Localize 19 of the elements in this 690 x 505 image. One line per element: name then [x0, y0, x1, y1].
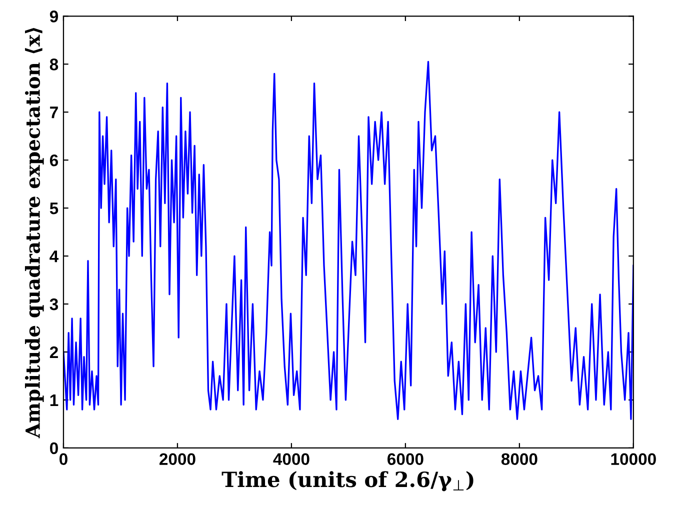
x-tick-label: 8000	[501, 453, 538, 466]
x-tick-label: 4000	[273, 453, 310, 466]
y-tick-label: 9	[50, 10, 58, 22]
y-tick-label: 1	[50, 394, 58, 406]
y-tick-label: 6	[50, 154, 58, 166]
line-series	[63, 60, 634, 420]
y-axis-title: Amplitude quadrature expectation ⟨x⟩	[24, 28, 44, 438]
y-tick-label: 0	[50, 442, 58, 454]
x-tick-label: 6000	[388, 453, 424, 466]
y-tick-label: 8	[50, 58, 58, 70]
x-tick-label: 10000	[611, 453, 656, 466]
x-tick-label: 2000	[160, 453, 196, 466]
y-tick-label: 5	[50, 202, 58, 214]
y-tick-label: 7	[50, 106, 58, 118]
x-tick-label: 0	[60, 453, 68, 466]
x-axis-title: Time (units of 2.6/γ$_{⊥}$)	[222, 471, 474, 492]
y-tick-label: 2	[50, 346, 58, 358]
y-tick-label: 3	[50, 298, 58, 310]
y-tick-label: 4	[50, 250, 59, 262]
